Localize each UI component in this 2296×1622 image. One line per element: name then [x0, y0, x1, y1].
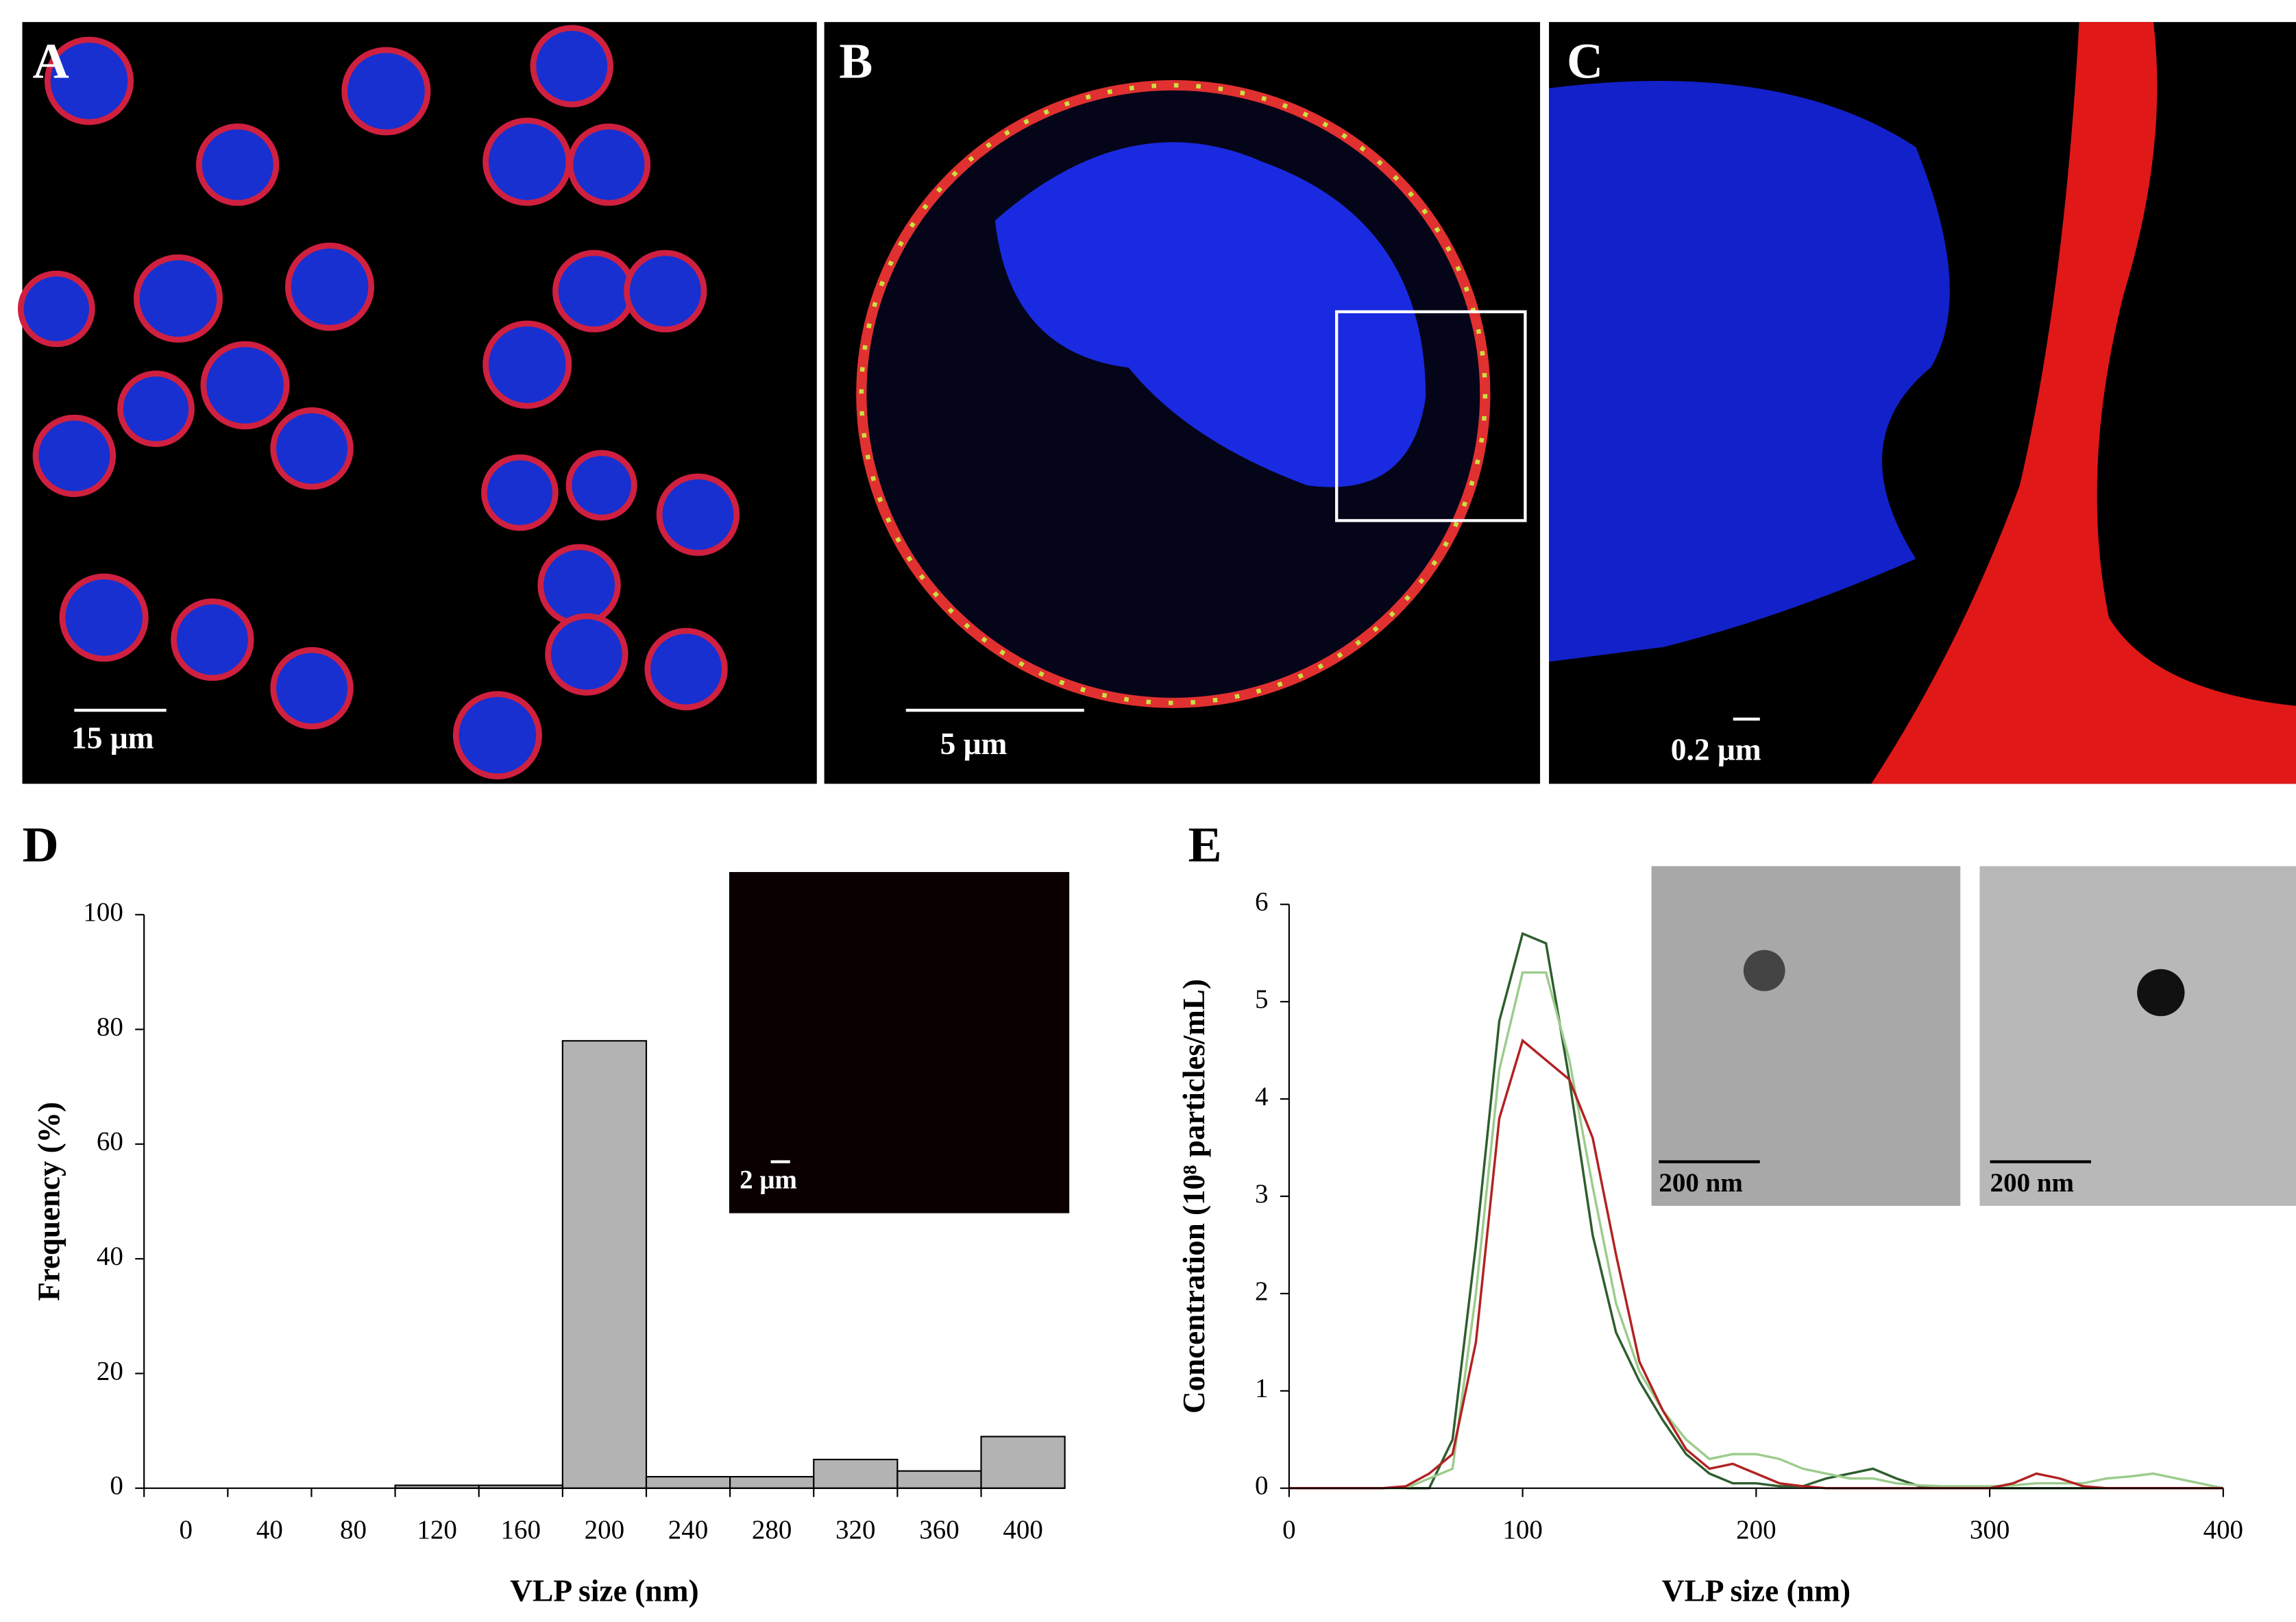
- scale-label: 15 μm: [71, 721, 154, 755]
- scale-label: 200 nm: [1659, 1168, 1742, 1198]
- x-tick-label: 240: [668, 1515, 708, 1545]
- membrane-c: [1871, 22, 2296, 784]
- bar: [980, 1436, 1066, 1489]
- x-tick-label: 280: [752, 1515, 792, 1545]
- x-tick-label: 200: [585, 1515, 624, 1545]
- scale-label: 0.2 μm: [1671, 733, 1761, 767]
- x-tick-label: 80: [340, 1515, 367, 1545]
- nucleus-c: [1549, 80, 1950, 662]
- y-tick-label: 60: [97, 1127, 123, 1157]
- y-tick-label: 0: [1255, 1471, 1269, 1501]
- y-tick-label: 3: [1255, 1179, 1269, 1209]
- panel-label: C: [1567, 34, 1603, 89]
- x-tick-label: 0: [180, 1515, 193, 1545]
- y-tick-label: 20: [97, 1357, 123, 1386]
- zoom-box: [1335, 310, 1527, 522]
- x-tick-label: 320: [835, 1515, 875, 1545]
- bar: [729, 1475, 815, 1489]
- y-tick-label: 0: [110, 1471, 123, 1501]
- panel-label: B: [839, 34, 872, 89]
- x-tick-label: 40: [256, 1515, 283, 1545]
- x-tick-label: 100: [1502, 1515, 1542, 1545]
- bar: [645, 1475, 731, 1489]
- x-axis-label: VLP size (nm): [1662, 1574, 1851, 1608]
- y-axis-label: Concentration (10⁸ particles/mL): [1177, 979, 1211, 1414]
- x-tick-label: 0: [1282, 1515, 1296, 1545]
- y-tick-label: 4: [1255, 1082, 1269, 1111]
- inset-e2: [1979, 866, 2296, 1206]
- x-tick-label: 300: [1970, 1515, 2010, 1545]
- y-tick-label: 6: [1255, 887, 1269, 917]
- x-tick-label: 160: [501, 1515, 541, 1545]
- bar: [561, 1040, 648, 1489]
- bar: [896, 1470, 982, 1489]
- scale-label: 2 μm: [740, 1165, 797, 1195]
- panel-label: D: [23, 817, 59, 873]
- inset-d: [729, 872, 1070, 1213]
- x-tick-label: 200: [1736, 1515, 1776, 1545]
- cells-a: [18, 25, 740, 779]
- series-line: [1289, 1038, 2223, 1490]
- y-tick-label: 5: [1255, 984, 1269, 1014]
- y-axis-label: Frequency (%): [32, 1102, 66, 1301]
- panel-label: E: [1188, 817, 1222, 873]
- y-tick-label: 40: [97, 1242, 123, 1271]
- vlp-e1: [1743, 949, 1785, 991]
- y-tick-label: 2: [1255, 1276, 1269, 1306]
- cell-b-dots: [859, 83, 1488, 705]
- series-line: [1289, 971, 2224, 1490]
- x-axis-label: VLP size (nm): [510, 1574, 698, 1608]
- x-tick-label: 400: [2203, 1515, 2243, 1545]
- x-tick-label: 400: [1003, 1515, 1042, 1545]
- y-tick-label: 100: [83, 897, 123, 927]
- bar: [813, 1458, 899, 1489]
- inset-e1: [1651, 866, 1961, 1206]
- x-tick-label: 120: [417, 1515, 456, 1545]
- x-tick-label: 360: [919, 1515, 959, 1545]
- y-tick-label: 1: [1255, 1374, 1269, 1403]
- nucleus-b: [994, 142, 1426, 487]
- scale-label: 5 μm: [940, 727, 1007, 761]
- y-tick-label: 80: [97, 1013, 123, 1042]
- scale-label: 200 nm: [1990, 1168, 2074, 1198]
- vlp-e2: [2137, 969, 2185, 1017]
- panel-label: A: [33, 34, 69, 89]
